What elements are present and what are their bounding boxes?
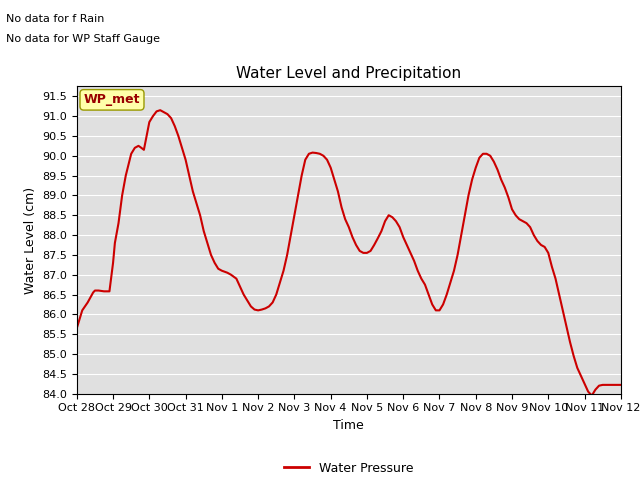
Text: No data for f Rain: No data for f Rain bbox=[6, 14, 105, 24]
Y-axis label: Water Level (cm): Water Level (cm) bbox=[24, 186, 36, 294]
Text: WP_met: WP_met bbox=[84, 93, 140, 107]
Text: No data for WP Staff Gauge: No data for WP Staff Gauge bbox=[6, 34, 161, 44]
X-axis label: Time: Time bbox=[333, 419, 364, 432]
Title: Water Level and Precipitation: Water Level and Precipitation bbox=[236, 66, 461, 81]
Legend: Water Pressure: Water Pressure bbox=[279, 456, 419, 480]
